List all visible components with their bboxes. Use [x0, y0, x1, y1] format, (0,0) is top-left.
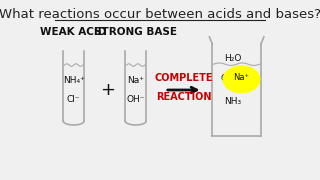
Text: STRONG BASE: STRONG BASE [94, 27, 177, 37]
Text: H₂O: H₂O [224, 54, 242, 63]
Text: COMPLETE: COMPLETE [154, 73, 213, 83]
Text: Na⁺: Na⁺ [127, 76, 144, 85]
Text: Na⁺: Na⁺ [234, 73, 250, 82]
Text: What reactions occur between acids and bases?: What reactions occur between acids and b… [0, 8, 320, 21]
Text: Cl⁻: Cl⁻ [220, 75, 234, 84]
Text: NH₄⁺: NH₄⁺ [63, 76, 84, 85]
Text: REACTION: REACTION [156, 92, 211, 102]
Text: WEAK ACID: WEAK ACID [40, 27, 107, 37]
Text: OH⁻: OH⁻ [126, 95, 145, 104]
Circle shape [223, 66, 260, 93]
Text: Cl⁻: Cl⁻ [67, 95, 80, 104]
Text: +: + [100, 81, 115, 99]
Text: NH₃: NH₃ [224, 96, 242, 105]
